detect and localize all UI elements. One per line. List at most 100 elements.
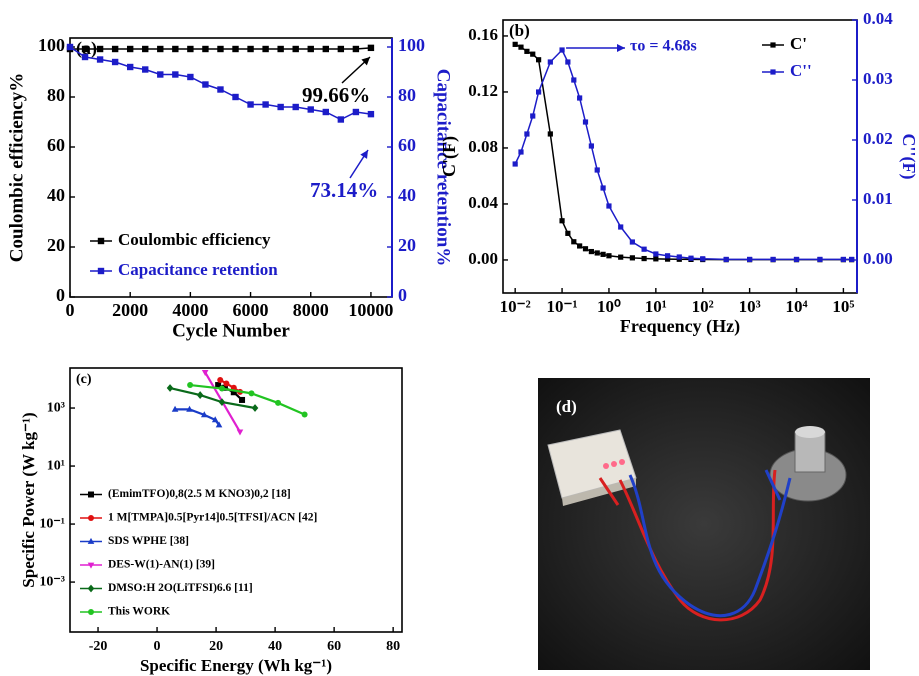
- x-tick-label: 40: [268, 639, 282, 654]
- data-point: [223, 380, 230, 387]
- data-point: [547, 59, 553, 65]
- data-point: [201, 369, 209, 376]
- data-point: [606, 253, 612, 259]
- data-point: [600, 185, 606, 191]
- data-point: [641, 255, 647, 262]
- breadboard: [547, 429, 637, 506]
- annotation-arrowhead: [360, 150, 368, 159]
- data-point: [723, 256, 729, 262]
- x-tick-label: -20: [89, 639, 108, 654]
- data-point: [111, 45, 119, 53]
- legend-label: DMSO:H 2O(LiTFSI)6.6 [11]: [108, 582, 253, 594]
- data-point: [217, 45, 224, 53]
- data-point: [618, 254, 624, 260]
- data-point: [629, 255, 635, 261]
- data-point: [247, 101, 254, 108]
- data-point: [232, 45, 239, 53]
- data-point: [849, 256, 855, 262]
- y2-axis-label: Capacitance retention%: [433, 69, 454, 267]
- data-point: [211, 416, 219, 423]
- x-tick-label: 10¹: [645, 297, 667, 316]
- data-point: [230, 389, 237, 396]
- y-tick-label: 10⁻³: [39, 574, 65, 589]
- legend-label: C'': [790, 61, 812, 80]
- data-point: [606, 203, 612, 209]
- x-tick-label: 0: [154, 639, 161, 654]
- legend-label: (EmimTFO)0,8(2.5 M KNO3)0,2 [18]: [108, 488, 291, 500]
- data-point: [688, 255, 694, 261]
- data-point: [547, 131, 553, 137]
- data-point: [277, 45, 284, 53]
- y2-tick-label: 0.04: [863, 9, 893, 28]
- data-point: [142, 66, 149, 73]
- chart-panel: -20 0 20 40 60 80 10⁻³ 10⁻¹ 10¹ 10³ (c) Specific En…: [19, 367, 403, 675]
- y2-tick-label: 0.03: [863, 69, 893, 88]
- wires: [598, 469, 792, 622]
- legend-swatch: [770, 69, 776, 75]
- data-point: [524, 48, 530, 54]
- data-point: [664, 256, 671, 262]
- y-tick-label: 10⁻¹: [39, 516, 65, 531]
- data-point: [186, 405, 193, 412]
- data-point: [187, 45, 194, 53]
- annotation: 99.66%: [302, 83, 370, 107]
- x-tick-label: 8000: [293, 300, 329, 320]
- data-point: [676, 254, 682, 260]
- data-point: [218, 385, 225, 392]
- legend-label: C': [790, 34, 807, 53]
- y-axis-label: Coulombic efficiency%: [6, 73, 27, 262]
- data-point: [239, 396, 246, 403]
- y-tick-label: 20: [47, 235, 65, 255]
- data-point: [66, 43, 74, 51]
- data-point: [565, 59, 571, 65]
- data-point: [200, 411, 208, 418]
- data-point: [536, 89, 542, 95]
- legend-label: Coulombic efficiency: [118, 230, 271, 249]
- data-point: [275, 399, 282, 406]
- y-tick-label: 10³: [47, 400, 65, 415]
- x-tick-label: 10⁵: [832, 297, 854, 316]
- legend-swatch: [97, 267, 105, 275]
- annotation-arrowhead: [617, 44, 625, 52]
- y2-tick-label: 60: [398, 135, 416, 155]
- legend-swatch: [88, 491, 94, 498]
- annotation: τo = 4.68s: [630, 38, 697, 55]
- y2-tick-label: 0.01: [863, 189, 893, 208]
- legend-swatch: [87, 584, 95, 593]
- data-point: [96, 56, 104, 63]
- data-point: [217, 86, 224, 93]
- series-line: [219, 378, 241, 393]
- data-point: [157, 71, 164, 78]
- data-point: [172, 71, 179, 78]
- data-point: [232, 93, 239, 101]
- x-tick-label: 2000: [112, 300, 148, 320]
- data-point: [247, 45, 254, 53]
- data-point: [367, 44, 375, 52]
- data-point: [582, 246, 589, 252]
- data-point: [840, 256, 847, 262]
- y-tick-label: 80: [47, 85, 65, 105]
- y-tick-label: 0.00: [468, 249, 498, 268]
- data-point: [81, 53, 89, 61]
- legend-label: This WORK: [108, 606, 170, 618]
- data-point: [217, 376, 224, 383]
- data-point: [618, 224, 624, 230]
- x-tick-label: 10³: [739, 297, 761, 316]
- x-tick-label: 10000: [348, 300, 393, 320]
- legend-swatch: [87, 537, 95, 544]
- data-point: [559, 47, 565, 53]
- chart-panel: 0 2000 4000 6000 8000 10000020406080100020406…: [6, 35, 453, 341]
- data-point: [629, 239, 635, 245]
- data-point: [600, 251, 606, 257]
- legend-label: Capacitance retention: [118, 260, 278, 279]
- y2-tick-label: 0.02: [863, 129, 893, 148]
- data-point: [524, 131, 530, 137]
- data-point: [277, 103, 284, 111]
- data-point: [81, 45, 89, 53]
- data-point: [571, 239, 577, 245]
- data-point: [322, 108, 329, 116]
- data-point: [292, 45, 299, 53]
- data-point: [817, 256, 823, 262]
- y-tick-label: 0.12: [468, 81, 498, 100]
